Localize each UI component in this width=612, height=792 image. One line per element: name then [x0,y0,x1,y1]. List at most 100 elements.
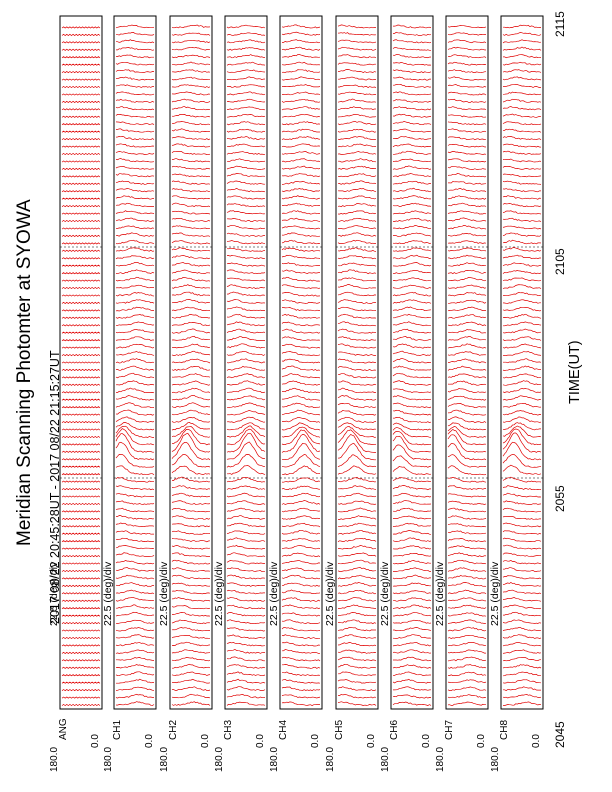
panel-ch8: 22.5 (deg)/div CH8 180.0 0.0 [489,15,544,772]
scan-trace [61,272,101,275]
scan-trace [281,217,321,222]
scan-trace [171,121,211,126]
scan-trace [226,365,266,371]
scan-trace [226,604,266,610]
scan-trace [337,429,377,446]
scan-trace [282,91,321,96]
scan-trace [115,693,155,699]
scan-trace [115,574,155,580]
scan-trace [447,515,487,520]
scan-trace [392,641,432,647]
scan-trace [171,180,211,185]
scan-trace [502,476,542,483]
scan-trace [502,173,542,178]
scan-trace [392,202,432,207]
scan-trace [61,93,101,96]
panel-ymax-label: 180.0 [49,747,60,772]
scan-trace [61,108,101,111]
scan-trace [61,56,101,59]
scan-trace [171,232,211,237]
scan-trace [392,269,432,275]
scan-trace [392,590,432,595]
scan-trace [392,247,432,252]
scan-trace [115,173,155,178]
scan-trace [502,395,542,401]
scan-trace [447,545,487,550]
scan-trace [226,98,266,103]
scan-trace [226,428,266,446]
scan-trace [61,525,101,528]
scan-trace [281,701,321,707]
scan-trace [171,195,211,200]
scan-trace [392,560,431,565]
scan-trace [502,664,542,669]
chart-subtitle: 2017 08/22 20:45:28UT - 2017 08/22 21:15… [48,350,62,624]
scan-trace [447,351,487,356]
scan-trace [447,39,487,44]
scan-trace [61,197,101,200]
scan-trace [226,485,266,490]
scan-trace [171,552,210,557]
scan-trace [502,217,542,222]
scan-trace [226,343,265,349]
scan-trace [171,114,211,118]
scan-trace [281,98,321,103]
scan-trace [281,343,321,349]
scan-trace [281,61,321,66]
scan-trace [61,666,101,669]
scan-trace [281,210,321,215]
scan-trace [61,249,101,252]
scan-trace [392,466,432,475]
scan-trace [171,686,211,691]
scan-trace [226,313,266,319]
scan-trace [392,416,432,423]
scan-trace [115,217,155,222]
scan-trace [115,247,155,252]
scan-trace [502,84,541,88]
scan-trace [502,567,542,572]
panel-ymin-label: 0.0 [476,734,487,748]
scan-trace [171,515,211,520]
scan-trace [61,85,101,89]
scan-trace [281,641,321,647]
scan-trace [115,239,155,245]
scan-trace [337,537,377,543]
scan-trace [226,402,266,409]
panel-ymax-label: 180.0 [490,747,501,772]
scan-trace [337,98,377,103]
scan-trace [281,422,321,431]
scan-trace [171,291,211,297]
panel-channel-label: CH6 [389,720,400,740]
scan-trace [226,701,266,706]
scan-trace [115,642,155,647]
panel-ymax-label: 180.0 [214,747,225,772]
scan-trace [447,701,486,706]
scan-trace [115,619,155,624]
scan-trace [281,552,321,558]
scan-trace [61,376,101,379]
scan-trace [337,106,376,110]
scan-trace [337,195,377,200]
scan-trace [226,128,266,133]
scan-trace [61,33,101,36]
scan-trace [61,689,101,692]
scan-trace [61,458,101,461]
scan-trace [115,98,155,103]
scan-trace [337,410,377,416]
scan-trace [115,649,155,654]
scan-trace [502,292,542,297]
scan-trace [337,165,377,170]
scan-trace [171,240,211,245]
scan-trace [171,605,211,610]
scan-trace [392,350,432,356]
scan-trace [115,664,155,669]
scan-trace [171,373,211,378]
scan-trace [226,277,266,282]
scan-trace [171,538,211,543]
scan-trace [392,537,432,542]
scan-trace [281,604,321,609]
panel-frame [169,15,213,710]
scan-trace [447,686,487,691]
scan-trace [392,143,431,148]
scan-trace [115,493,155,498]
